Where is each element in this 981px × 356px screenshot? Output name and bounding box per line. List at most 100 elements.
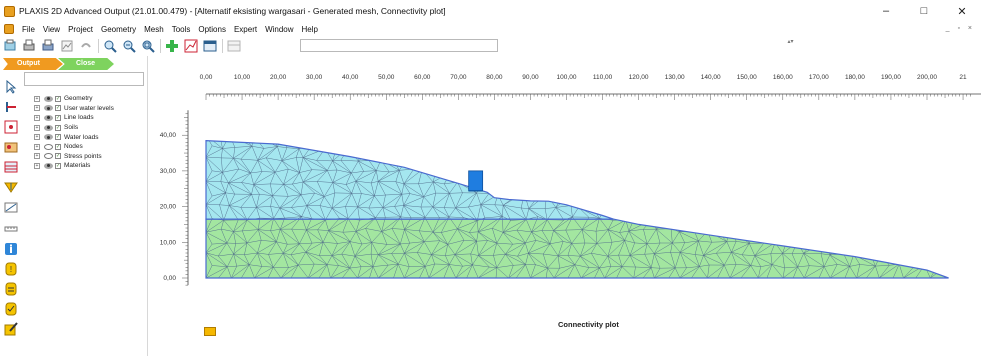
step-selector[interactable]: ▴▾ — [300, 39, 794, 52]
visibility-eye-icon[interactable] — [44, 153, 53, 160]
menu-file[interactable]: File — [22, 24, 35, 34]
panel-divider[interactable] — [147, 56, 148, 356]
minimize-button[interactable]: – — [882, 5, 890, 17]
expand-icon[interactable]: + — [34, 95, 40, 102]
copy-icon[interactable] — [79, 39, 93, 53]
table-icon[interactable] — [203, 39, 217, 53]
menu-view[interactable]: View — [42, 24, 61, 34]
lower-soil-cluster — [206, 219, 949, 278]
explorer-item[interactable]: + ✓ Materials — [34, 161, 114, 171]
explorer-item[interactable]: + ✓ User water levels — [34, 104, 114, 114]
lower-soil-outline — [205, 218, 949, 279]
visibility-eye-icon[interactable] — [44, 95, 53, 102]
visibility-eye-icon[interactable] — [44, 134, 53, 141]
explorer-item[interactable]: + ✓ Stress points — [34, 152, 114, 162]
curve-manager-icon[interactable] — [4, 140, 18, 154]
cross-section-icon[interactable] — [4, 100, 18, 114]
close-window-button[interactable]: ✕ — [957, 5, 967, 18]
x-tick-label: 130,00 — [665, 74, 685, 81]
menu-mesh[interactable]: Mesh — [144, 24, 164, 34]
reset-view-icon[interactable] — [141, 39, 155, 53]
table-view-icon[interactable] — [4, 160, 18, 174]
menu-help[interactable]: Help — [301, 24, 318, 34]
select-arrow-icon[interactable] — [4, 80, 18, 94]
measure-icon[interactable] — [4, 180, 18, 194]
menu-tools[interactable]: Tools — [171, 24, 191, 34]
explorer-item-label: Materials — [64, 162, 91, 170]
item-checkbox[interactable]: ✓ — [55, 114, 61, 121]
explorer-item[interactable]: + ✓ Water loads — [34, 132, 114, 142]
menu-geometry[interactable]: Geometry — [101, 24, 137, 34]
visibility-eye-icon[interactable] — [44, 162, 53, 169]
plot-title: Connectivity plot — [558, 320, 619, 329]
item-checkbox[interactable]: ✓ — [55, 143, 61, 150]
explorer-item[interactable]: + ✓ Soils — [34, 123, 114, 133]
select-points-icon[interactable] — [4, 120, 18, 134]
save-image-icon[interactable] — [60, 39, 74, 53]
zoom-out-icon[interactable] — [122, 39, 136, 53]
expand-icon[interactable]: + — [34, 162, 40, 169]
expand-icon[interactable]: + — [34, 153, 40, 160]
item-checkbox[interactable]: ✓ — [55, 134, 61, 141]
expand-icon[interactable]: + — [34, 114, 40, 121]
expand-icon[interactable]: + — [34, 134, 40, 141]
plot-area[interactable]: 0,00 10,00 20,00 30,00 40,00 50,00 60,00 70,00 8… — [148, 56, 981, 356]
expand-icon[interactable]: + — [34, 124, 40, 131]
visibility-eye-icon[interactable] — [44, 143, 53, 150]
explorer-item[interactable]: + ✓ Geometry — [34, 94, 114, 104]
explorer-search-input[interactable] — [24, 72, 144, 86]
expand-icon[interactable]: + — [34, 105, 40, 112]
edit-note-icon[interactable] — [4, 322, 18, 336]
item-checkbox[interactable]: ✓ — [55, 95, 61, 102]
explorer-tree: + ✓ Geometry + ✓ User water levels + ✓ Line load… — [34, 94, 114, 171]
step-spinner[interactable]: ▴▾ — [787, 39, 794, 45]
x-tick-label: 10,00 — [234, 74, 251, 81]
menu-project[interactable]: Project — [68, 24, 93, 34]
menu-bar: File View Project Geometry Mesh Tools Op… — [0, 22, 981, 36]
hint-bulb-icon[interactable]: ! — [4, 262, 18, 276]
expand-icon[interactable]: + — [34, 143, 40, 150]
mode-bar: Output Close — [0, 58, 150, 70]
table-disabled-icon — [227, 39, 241, 53]
maximize-button[interactable]: □ — [920, 5, 928, 17]
add-plot-icon[interactable] — [165, 39, 179, 53]
visibility-eye-icon[interactable] — [44, 114, 53, 121]
zoom-in-icon[interactable] — [103, 39, 117, 53]
visibility-eye-icon[interactable] — [44, 105, 53, 112]
x-tick-label: 100,00 — [557, 74, 577, 81]
mdi-controls[interactable]: _ ▫ × — [945, 25, 975, 32]
item-checkbox[interactable]: ✓ — [55, 162, 61, 169]
menu-options[interactable]: Options — [198, 24, 226, 34]
tab-output[interactable]: Output — [3, 58, 63, 70]
explorer-item-label: Line loads — [64, 114, 94, 122]
explorer-item[interactable]: + ✓ Nodes — [34, 142, 114, 152]
x-tick-label: 140,00 — [701, 74, 721, 81]
note-icon[interactable] — [4, 282, 18, 296]
explorer-item-label: Geometry — [64, 95, 93, 103]
connectivity-plot-canvas[interactable]: 0,00 10,00 20,00 30,00 40,00 50,00 60,00 70,00 8… — [148, 56, 981, 356]
print-preview-icon[interactable] — [3, 39, 17, 53]
chart-icon[interactable] — [184, 39, 198, 53]
item-checkbox[interactable]: ✓ — [55, 124, 61, 131]
item-checkbox[interactable]: ✓ — [55, 153, 61, 160]
visibility-eye-icon[interactable] — [44, 124, 53, 131]
menu-window[interactable]: Window — [265, 24, 294, 34]
tab-close[interactable]: Close — [58, 58, 114, 70]
x-tick-label: 40,00 — [342, 74, 359, 81]
draw-line-icon[interactable] — [4, 200, 18, 214]
check-note-icon[interactable] — [4, 302, 18, 316]
print-setup-icon[interactable] — [41, 39, 55, 53]
explorer-item[interactable]: + ✓ Line loads — [34, 113, 114, 123]
info-icon[interactable] — [4, 242, 18, 256]
x-tick-label: 160,00 — [773, 74, 793, 81]
x-tick-label: 110,00 — [593, 74, 613, 81]
x-tick-label: 180,00 — [845, 74, 865, 81]
document-icon[interactable] — [4, 24, 14, 34]
item-checkbox[interactable]: ✓ — [55, 105, 61, 112]
print-icon[interactable] — [22, 39, 36, 53]
x-tick-label: 200,00 — [917, 74, 937, 81]
ruler-icon[interactable] — [4, 222, 18, 236]
menu-expert[interactable]: Expert — [233, 24, 258, 34]
legend-icon[interactable] — [204, 327, 216, 336]
